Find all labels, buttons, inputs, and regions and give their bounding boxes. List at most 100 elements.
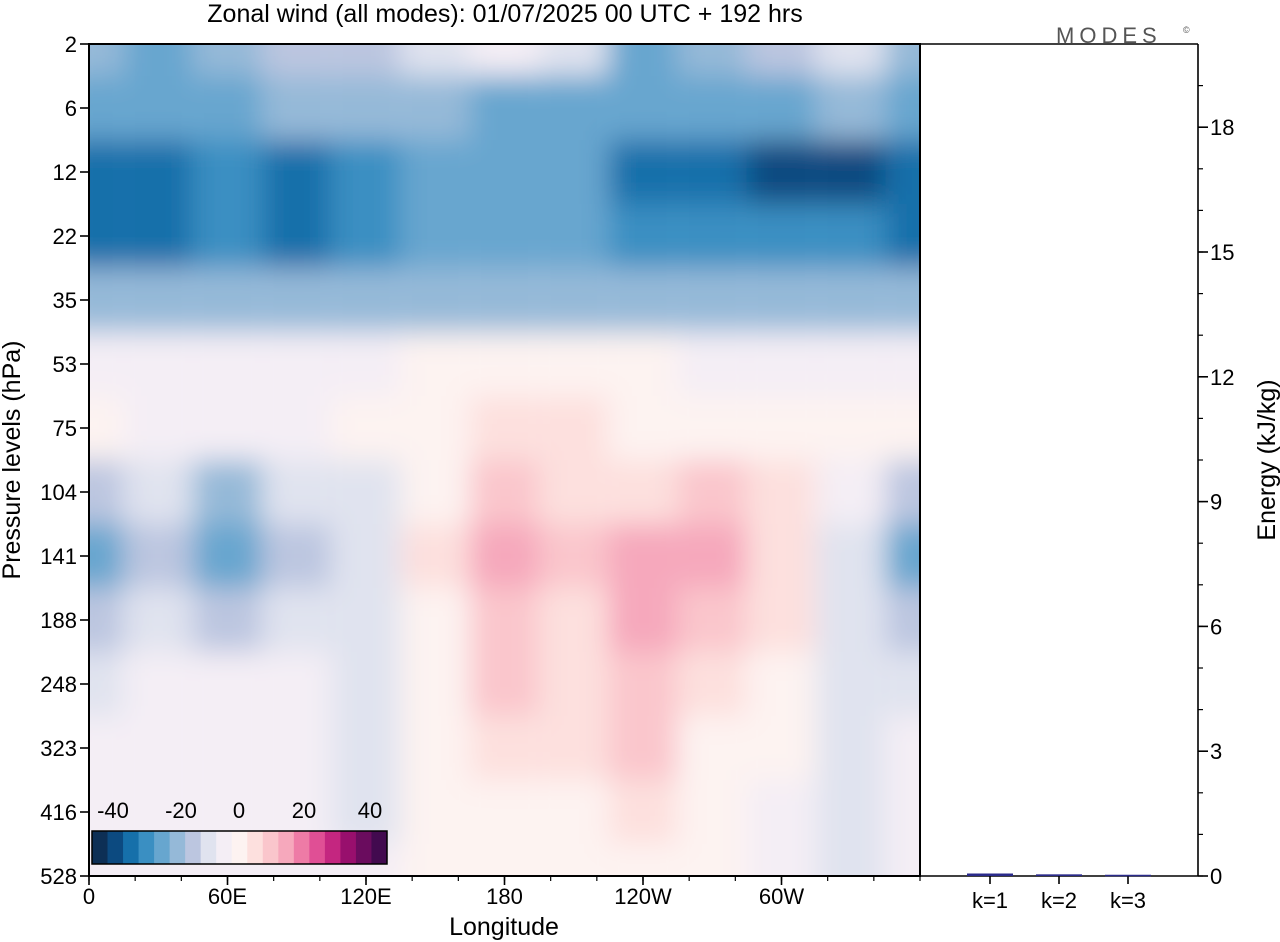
y-tick-label: 12 (53, 160, 77, 185)
heatmap-cell (123, 396, 193, 460)
heatmap-cell (539, 268, 609, 332)
heatmap-cell (608, 44, 678, 76)
heatmap-cell (677, 716, 747, 780)
colorbar-swatch (200, 831, 217, 864)
heatmap-cell (400, 652, 470, 716)
colorbar-swatch (123, 831, 140, 864)
energy-tick-label: 15 (1210, 240, 1234, 265)
energy-bar (1105, 874, 1151, 877)
heatmap-cell (469, 76, 540, 140)
x-tick-label: 60E (208, 884, 247, 909)
heatmap-cell (400, 140, 470, 204)
heatmap-cell (608, 140, 678, 204)
heatmap-cell (89, 588, 124, 652)
heatmap-cell (885, 268, 920, 332)
x-tick-label: 120E (340, 884, 391, 909)
heatmap-cell (469, 332, 540, 396)
colorbar-legend: -40 -20 0 20 40 (91, 798, 388, 865)
heatmap-cell (608, 588, 678, 652)
heatmap-cell (400, 204, 470, 268)
colorbar-tick-label: -20 (165, 798, 197, 823)
x-tick-label: 0 (83, 884, 95, 909)
colorbar-swatch (247, 831, 264, 864)
colorbar-swatch (371, 831, 388, 864)
heatmap-cell (192, 204, 263, 268)
y-tick-label: 2 (65, 32, 77, 57)
heatmap-cell (262, 332, 332, 396)
heatmap-cell (539, 332, 609, 396)
heatmap-cell (469, 140, 540, 204)
heatmap-cell (816, 524, 886, 588)
energy-tick-label: 9 (1210, 490, 1222, 515)
x-axis-label: Longitude (449, 913, 559, 941)
heatmap-cell (262, 44, 332, 76)
heatmap-cell (89, 332, 124, 396)
y-tick-label: 6 (65, 96, 77, 121)
heatmap-cell (885, 44, 920, 76)
energy-axis-label: Energy (kJ/kg) (1253, 379, 1280, 540)
heatmap-cell (816, 844, 886, 876)
energy-tick-label: 12 (1210, 365, 1234, 390)
heatmap-cell (677, 652, 747, 716)
heatmap-cell (400, 332, 470, 396)
colorbar-swatch (293, 831, 310, 864)
heatmap-cell (331, 76, 401, 140)
heatmap-cell (677, 588, 747, 652)
heatmap-cell (677, 76, 747, 140)
energy-tick-label: 3 (1210, 739, 1222, 764)
heatmap-cell (746, 588, 817, 652)
heatmap-cell (816, 204, 886, 268)
energy-tick-label: 6 (1210, 614, 1222, 639)
heatmap-cell (885, 396, 920, 460)
heatmap-cell (816, 460, 886, 524)
heatmap-cell (608, 204, 678, 268)
heatmap-cell (746, 76, 817, 140)
colorbar-swatch (169, 831, 186, 864)
heatmap-cell (331, 588, 401, 652)
heatmap-cell (469, 396, 540, 460)
energy-bar (1036, 874, 1082, 876)
heatmap-cell (816, 44, 886, 76)
heatmap-cell (123, 268, 193, 332)
heatmap-cell (469, 524, 540, 588)
heatmap-cell (885, 780, 920, 844)
heatmap-cell (469, 780, 540, 844)
y-tick-label: 75 (53, 416, 77, 441)
colorbar-tick-label: 40 (358, 798, 382, 823)
heatmap-cell (89, 44, 124, 76)
heatmap-cell (123, 332, 193, 396)
heatmap-cell (400, 44, 470, 76)
y-tick-label: 323 (40, 736, 77, 761)
heatmap-cell (192, 76, 263, 140)
colorbar-swatch (340, 831, 357, 864)
colorbar-swatch (107, 831, 124, 864)
heatmap-cell (816, 588, 886, 652)
heatmap-cell (400, 76, 470, 140)
heatmap-cell (746, 844, 817, 876)
colorbar-tick-label: -40 (97, 798, 129, 823)
heatmap-cell (746, 396, 817, 460)
heatmap-cell (400, 780, 470, 844)
energy-bar (967, 873, 1013, 876)
heatmap-cell (400, 268, 470, 332)
colorbar-swatch (262, 831, 279, 864)
colorbar-swatch (185, 831, 202, 864)
heatmap-cell (89, 140, 124, 204)
heatmap-cell (262, 524, 332, 588)
heatmap-cell (885, 524, 920, 588)
heatmap-cell (816, 396, 886, 460)
heatmap-cell (608, 780, 678, 844)
heatmap-cell (677, 332, 747, 396)
energy-tick-label: 18 (1210, 115, 1234, 140)
heatmap-cell (539, 140, 609, 204)
heatmap-cell (400, 396, 470, 460)
heatmap-cell (539, 780, 609, 844)
heatmap-cell (123, 44, 193, 76)
heatmap-cell (539, 716, 609, 780)
heatmap-cell (677, 396, 747, 460)
heatmap-cell (539, 524, 609, 588)
heatmap-cell (746, 780, 817, 844)
heatmap-cell (469, 44, 540, 76)
